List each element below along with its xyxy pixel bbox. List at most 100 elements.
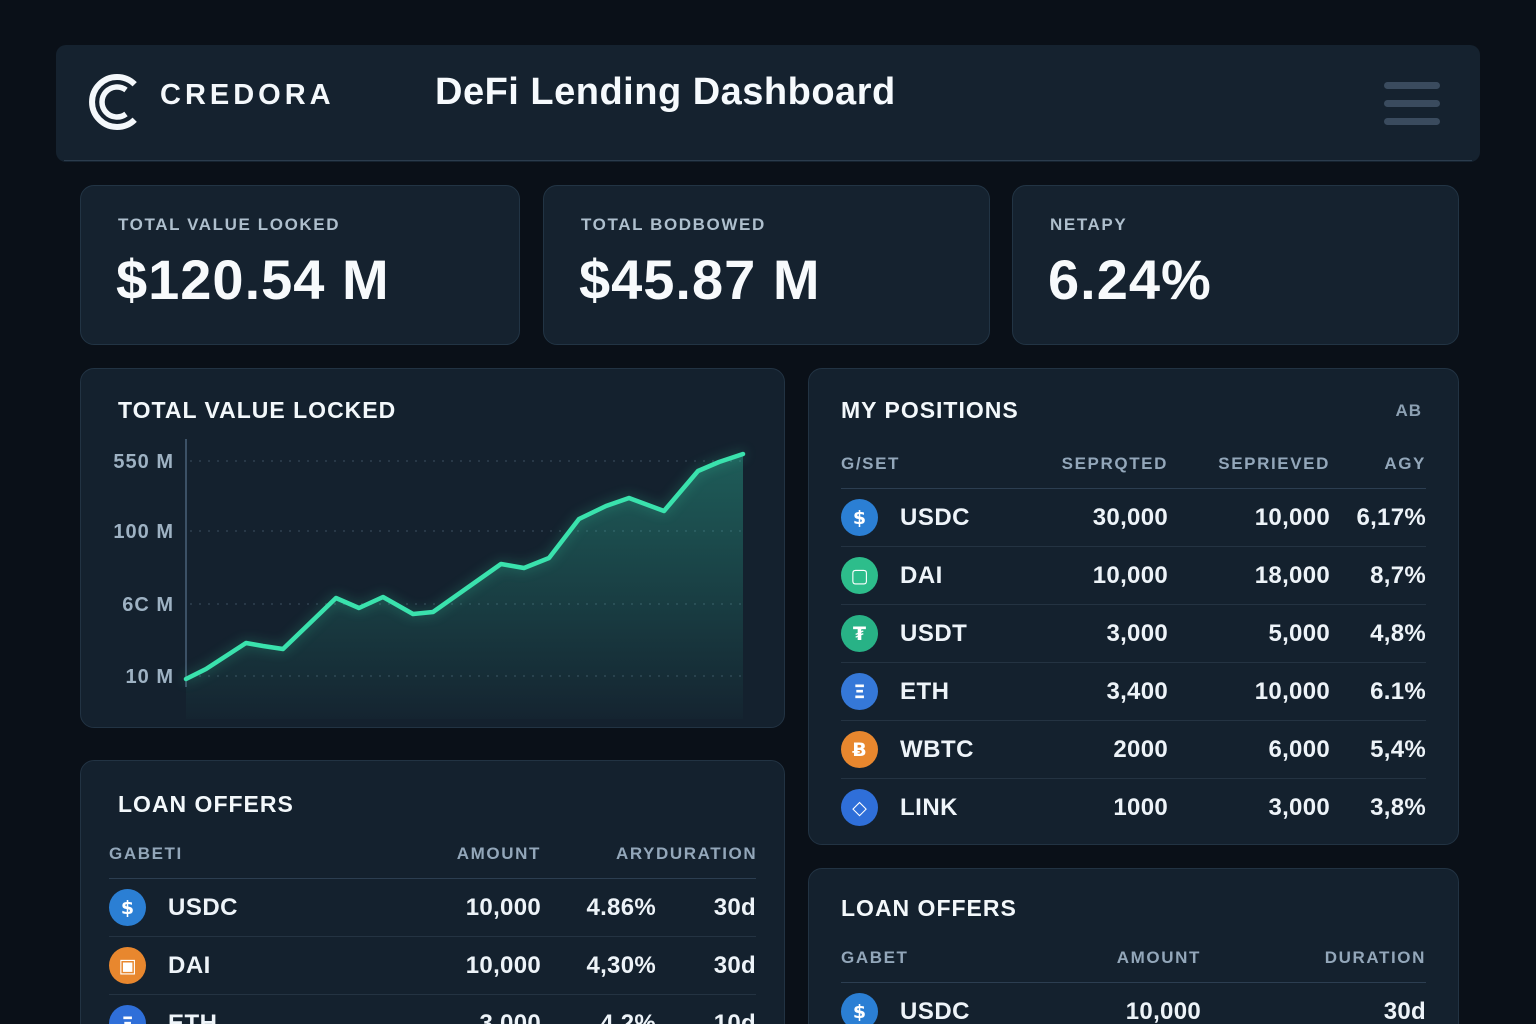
- apy-value: 4,8%: [1370, 619, 1426, 647]
- positions-table: $ USDC 30,000 10,000 6,17% ▢ DAI 10,000 …: [841, 489, 1426, 836]
- supplied-value: 10,000: [1092, 561, 1168, 589]
- wbtc-icon: Ƀ: [841, 731, 878, 768]
- credora-logo-icon: [89, 74, 137, 130]
- stat-card-total-value-locked: TOTAL VALUE LOOKED $120.54 M: [80, 185, 520, 345]
- column-asset: GABETI: [109, 844, 183, 863]
- asset-name: USDC: [168, 893, 239, 921]
- column-apy: ARY: [615, 844, 656, 863]
- asset-name: WBTC: [900, 735, 974, 763]
- column-asset: GABET: [841, 948, 909, 967]
- page-title: DeFi Lending Dashboard: [435, 71, 896, 113]
- table-row: Ƀ WBTC 2000 6,000 5,4%: [841, 721, 1426, 779]
- table-row: $ USDC 30,000 10,000 6,17%: [841, 489, 1426, 547]
- usdc-icon: $: [841, 993, 878, 1024]
- borrowed-value: 10,000: [1254, 503, 1330, 531]
- column-duration: DURATION: [656, 844, 758, 863]
- apy-value: 6,17%: [1356, 503, 1426, 531]
- menu-icon[interactable]: [1384, 82, 1440, 125]
- usdt-icon: ₮: [841, 615, 878, 652]
- menu-bar: [1384, 118, 1440, 125]
- panel-title: MY POSITIONS: [841, 397, 1019, 423]
- menu-bar: [1384, 82, 1440, 89]
- eth-icon: Ξ: [841, 673, 878, 710]
- loan-offers-panel-right: LOAN OFFERS GABET AMOUNT DURATION $ USDC…: [808, 868, 1459, 1024]
- panel-title: LOAN OFFERS: [841, 895, 1017, 921]
- asset-name: DAI: [900, 561, 943, 589]
- apy-value: 5,4%: [1370, 735, 1426, 763]
- borrowed-value: 6,000: [1268, 735, 1330, 763]
- duration-value: 30d: [713, 893, 756, 921]
- column-asset: G/SET: [841, 454, 901, 473]
- asset-name: USDC: [900, 503, 971, 531]
- supplied-value: 30,000: [1092, 503, 1168, 531]
- duration-value: 30d: [1383, 997, 1426, 1024]
- eth-icon: Ξ: [109, 1005, 146, 1024]
- tvl-line: [183, 451, 746, 682]
- apy-value: 3,8%: [1370, 793, 1426, 821]
- table-row: Ξ ETH 3,400 10,000 6.1%: [841, 663, 1426, 721]
- column-supplied: SEPRQTED: [1061, 454, 1168, 473]
- stat-value: $120.54 M: [116, 248, 390, 311]
- borrowed-value: 5,000: [1268, 619, 1330, 647]
- supplied-value: 3,400: [1106, 677, 1168, 705]
- table-header: G/SET SEPRQTED SEPRIEVED AGY: [841, 454, 1426, 489]
- duration-value: 10d: [713, 1009, 756, 1024]
- dai-icon: ▢: [841, 557, 878, 594]
- y-axis-label: 10 M: [126, 666, 174, 688]
- asset-name: ETH: [900, 677, 950, 705]
- duration-value: 30d: [713, 951, 756, 979]
- column-borrowed: SEPRIEVED: [1218, 454, 1330, 473]
- stat-value: $45.87 M: [579, 248, 821, 311]
- table-row: ₮ USDT 3,000 5,000 4,8%: [841, 605, 1426, 663]
- menu-bar: [1384, 100, 1440, 107]
- apy-value: 8,7%: [1370, 561, 1426, 589]
- asset-name: LINK: [900, 793, 958, 821]
- loan-offers-panel-left: LOAN OFFERS GABETI AMOUNT ARY DURATION $…: [80, 760, 785, 1024]
- table-row: ▢ DAI 10,000 18,000 8,7%: [841, 547, 1426, 605]
- chart-title: TOTAL VALUE LOCKED: [118, 397, 397, 423]
- y-axis-label: 6C M: [122, 594, 174, 616]
- apy-value: 6.1%: [1370, 677, 1426, 705]
- stat-card-total-borrowed: TOTAL BODBOWED $45.87 M: [543, 185, 990, 345]
- tvl-area: [186, 454, 743, 719]
- loan-offers-table: $ USDC 10,000 30d: [841, 983, 1426, 1024]
- stat-label: TOTAL VALUE LOOKED: [118, 215, 341, 234]
- supplied-value: 1000: [1113, 793, 1168, 821]
- table-header: GABETI AMOUNT ARY DURATION: [109, 844, 756, 879]
- positions-badge: AB: [1395, 401, 1422, 420]
- borrowed-value: 3,000: [1268, 793, 1330, 821]
- app-header: CREDORA DeFi Lending Dashboard: [56, 45, 1480, 162]
- table-row: ▣ DAI 10,000 4,30% 30d: [109, 937, 756, 995]
- amount-value: 10,000: [465, 951, 541, 979]
- table-row: $ USDC 10,000 30d: [841, 983, 1426, 1024]
- column-amount: AMOUNT: [1116, 948, 1201, 967]
- usdc-icon: $: [841, 499, 878, 536]
- dai-icon: ▣: [109, 947, 146, 984]
- table-row: ◇ LINK 1000 3,000 3,8%: [841, 779, 1426, 836]
- table-header: GABET AMOUNT DURATION: [841, 948, 1426, 983]
- link-icon: ◇: [841, 789, 878, 826]
- column-apy: AGY: [1384, 454, 1426, 473]
- stat-label: TOTAL BODBOWED: [581, 215, 766, 234]
- asset-name: USDC: [900, 997, 971, 1024]
- my-positions-panel: MY POSITIONS AB G/SET SEPRQTED SEPRIEVED…: [808, 368, 1459, 845]
- tvl-chart: 550 M 100 M 6C M 10 M: [113, 439, 746, 719]
- stat-label: NETAPY: [1050, 215, 1128, 234]
- usdc-icon: $: [109, 889, 146, 926]
- amount-value: 3,000: [479, 1009, 541, 1024]
- column-amount: AMOUNT: [456, 844, 541, 863]
- borrowed-value: 10,000: [1254, 677, 1330, 705]
- stat-value: 6.24%: [1048, 248, 1212, 311]
- column-duration: DURATION: [1324, 948, 1426, 967]
- y-axis-label: 550 M: [113, 451, 174, 473]
- asset-name: ETH: [168, 1009, 218, 1024]
- asset-name: USDT: [900, 619, 968, 647]
- amount-value: 10,000: [1125, 997, 1201, 1024]
- table-row: Ξ ETH 3,000 4.2% 10d: [109, 995, 756, 1024]
- loan-offers-table: $ USDC 10,000 4.86% 30d ▣ DAI 10,000 4,3…: [109, 879, 756, 1024]
- y-axis-label: 100 M: [113, 521, 174, 543]
- supplied-value: 2000: [1113, 735, 1168, 763]
- apy-value: 4.2%: [600, 1009, 656, 1024]
- amount-value: 10,000: [465, 893, 541, 921]
